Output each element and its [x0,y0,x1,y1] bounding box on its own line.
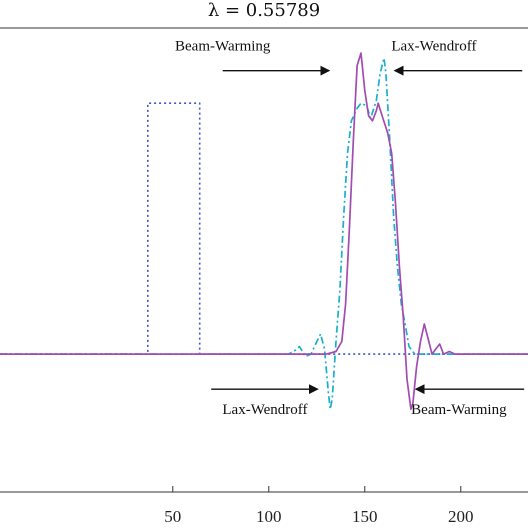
x-tick-label: 200 [448,507,474,526]
annotation-label-bw-top: Beam-Warming [175,39,271,55]
chart-title: λ = 0.55789 [208,0,320,21]
annotation-label-lw-top: Lax-Wendroff [391,39,476,55]
x-tick-label: 150 [352,507,378,526]
series-layer [0,53,528,409]
annotation-label-lw-bot: Lax-Wendroff [222,402,307,418]
series-line-beam-warming [0,53,528,409]
annotation-label-bw-bot: Beam-Warming [411,402,507,418]
plot-frame [0,28,528,492]
series-line-initial [0,103,528,354]
x-tick-label: 50 [164,507,181,526]
series-line-lax-wendroff [0,58,528,409]
x-tick-label: 100 [256,507,282,526]
